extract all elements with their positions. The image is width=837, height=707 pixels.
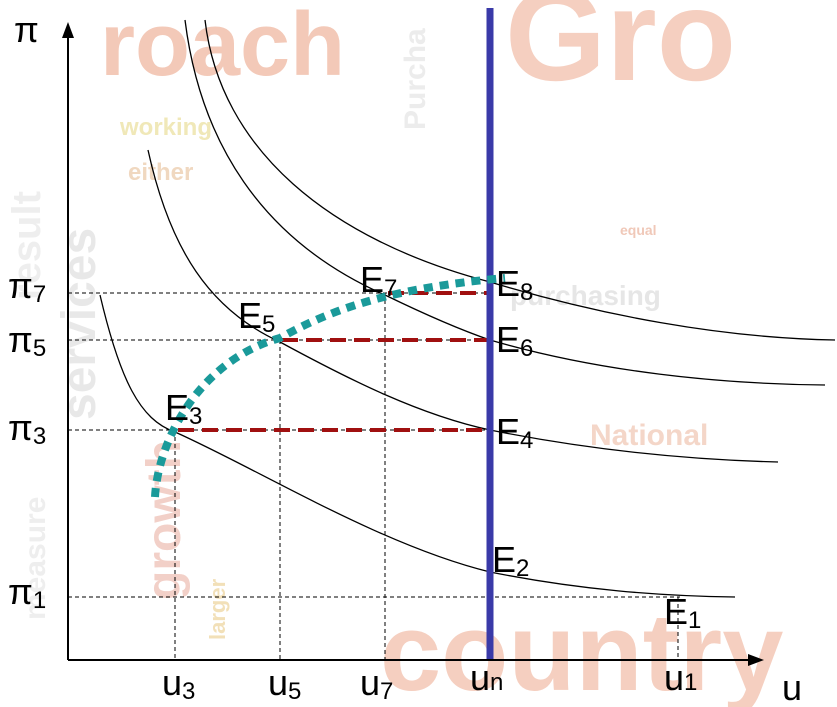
x-label: u7 — [360, 662, 393, 705]
bg-word: either — [128, 159, 193, 186]
label-sub: 3 — [33, 423, 46, 450]
label-sub: 7 — [380, 678, 393, 705]
y-label: π7 — [8, 265, 46, 308]
arrow — [748, 654, 764, 666]
x-axis-label: u — [782, 667, 802, 707]
label-sub: 7 — [33, 281, 46, 308]
label-sub: 2 — [516, 555, 529, 582]
bg-word: Gro — [505, 0, 736, 108]
bg-word: result — [5, 191, 49, 300]
arrow — [62, 22, 74, 38]
label-base: E — [664, 591, 688, 632]
label-base: u — [664, 657, 684, 698]
label-base: π — [8, 265, 33, 306]
phillips-curve — [184, 19, 826, 386]
label-sub: 5 — [288, 678, 301, 705]
label-base: π — [8, 407, 33, 448]
axes — [62, 22, 764, 666]
label-base: u — [360, 662, 380, 703]
point-label: E5 — [238, 295, 275, 338]
x-labels: u3 u5 u7 un u1 — [162, 657, 697, 705]
label-base: E — [496, 263, 520, 304]
point-label: E7 — [360, 259, 397, 302]
bg-word: larger — [205, 578, 230, 640]
x-label: u3 — [162, 662, 195, 705]
label-base: E — [165, 387, 189, 428]
label-sub: 6 — [520, 335, 533, 362]
label-base: u — [268, 662, 288, 703]
label-sub: 1 — [33, 587, 46, 614]
red-paths — [178, 291, 490, 432]
point-label: E1 — [664, 591, 701, 634]
bg-word: National — [590, 419, 708, 452]
y-label: π1 — [8, 571, 46, 614]
point-label: E2 — [492, 539, 529, 582]
bg-word: growth — [138, 440, 191, 600]
label-sub: n — [490, 669, 503, 696]
bg-word: Purcha — [399, 28, 432, 130]
point-label: E6 — [496, 319, 533, 362]
label-sub: 1 — [688, 607, 701, 634]
curves — [99, 19, 836, 598]
bg-word: country — [380, 591, 783, 707]
bg-word: services — [53, 228, 106, 420]
label-sub: 4 — [520, 427, 533, 454]
label-base: E — [238, 295, 262, 336]
y-labels: π7 π5 π3 π1 — [8, 265, 46, 614]
label-base: E — [492, 539, 516, 580]
label-base: u — [470, 657, 490, 698]
label-sub: 1 — [684, 669, 697, 696]
phillips-curve — [147, 149, 779, 463]
point-label: E4 — [496, 411, 533, 454]
label-sub: 3 — [189, 403, 202, 430]
x-label: u5 — [268, 662, 301, 705]
label-base: E — [496, 411, 520, 452]
label-sub: 3 — [182, 678, 195, 705]
x-label: un — [470, 657, 503, 698]
label-base: E — [360, 259, 384, 300]
y-axis-label: π — [14, 9, 39, 50]
y-label: π5 — [8, 319, 46, 362]
label-base: E — [496, 319, 520, 360]
label-sub: 7 — [384, 275, 397, 302]
phillips-curve — [99, 294, 736, 598]
bg-word: equal — [620, 222, 657, 238]
background-words: roach Gro country purchasing working eit… — [5, 0, 783, 707]
label-sub: 5 — [33, 335, 46, 362]
bg-word: working — [119, 114, 212, 141]
point-label: E3 — [165, 387, 202, 430]
bg-word: roach — [100, 0, 345, 95]
expansion-path — [151, 274, 506, 498]
label-sub: 8 — [520, 279, 533, 306]
label-base: u — [162, 662, 182, 703]
label-sub: 5 — [262, 311, 275, 338]
label-base: π — [8, 319, 33, 360]
point-label: E8 — [496, 263, 533, 306]
point-labels: E1 E2 E3 E4 E5 E6 E7 E8 — [165, 259, 701, 634]
y-label: π3 — [8, 407, 46, 450]
x-label: u1 — [664, 657, 697, 698]
label-base: π — [8, 571, 33, 612]
bg-word: measure — [19, 497, 52, 620]
